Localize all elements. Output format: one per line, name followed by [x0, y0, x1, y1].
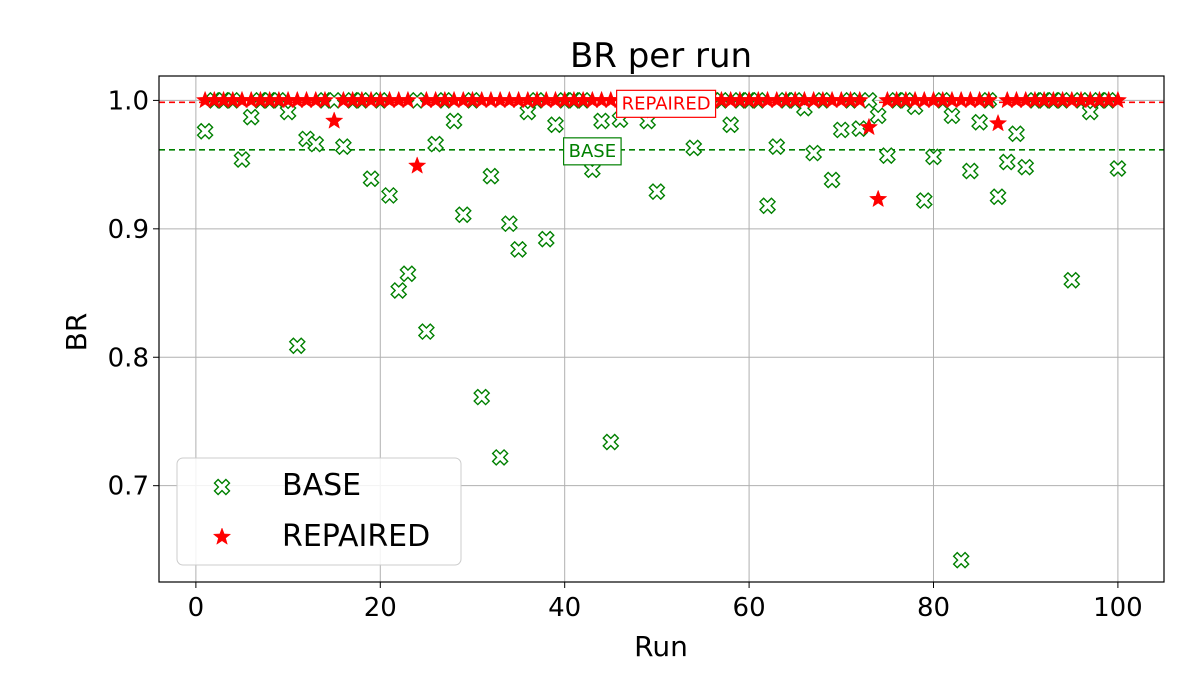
y-axis-title: BR [60, 313, 93, 352]
base-point [583, 161, 601, 179]
base-point [1081, 103, 1099, 121]
repaired-point [979, 90, 999, 109]
base-point [952, 551, 970, 569]
base-point [196, 122, 214, 140]
base-point [648, 183, 666, 201]
reference-label-text: BASE [569, 141, 616, 162]
legend-marker-base-shape [213, 478, 231, 496]
base-point [491, 448, 509, 466]
legend-box [176, 457, 462, 566]
reference-label-base: BASE [563, 137, 622, 166]
base-point [519, 103, 537, 121]
x-tick-label: 80 [917, 593, 950, 623]
x-axis-title: Run [634, 630, 688, 663]
data-marks [195, 90, 1128, 569]
base-point [943, 107, 961, 125]
base-point [454, 206, 472, 224]
y-tick-label: 0.8 [108, 343, 149, 373]
reference-label-box [563, 137, 622, 166]
base-point [971, 113, 989, 131]
repaired-point [859, 117, 879, 136]
y-tick-label: 1.0 [108, 86, 149, 116]
base-point [546, 116, 564, 134]
base-point [989, 188, 1007, 206]
base-point [805, 144, 823, 162]
repaired-point [988, 113, 1008, 132]
repaired-point [850, 90, 869, 109]
y-tick-label: 0.9 [108, 215, 149, 245]
legend-marker-repaired [212, 527, 232, 545]
base-point [878, 147, 896, 165]
base-point [1063, 271, 1081, 289]
reference-line-labels: REPAIRED BASE [563, 89, 717, 166]
base-point [593, 112, 611, 130]
repaired-point [407, 156, 427, 174]
legend-label-repaired: REPAIRED [282, 519, 430, 554]
base-point [381, 186, 398, 204]
reference-label-box [616, 89, 717, 118]
base-point [473, 388, 491, 406]
base-point [500, 215, 518, 233]
base-point [998, 153, 1016, 171]
base-point [722, 116, 740, 134]
base-point [602, 433, 620, 451]
base-point [1109, 159, 1127, 177]
base-point [1017, 158, 1035, 176]
base-point [334, 138, 352, 156]
base-point [279, 103, 297, 121]
base-point [233, 150, 251, 168]
base-point [961, 162, 979, 180]
base-point [832, 121, 850, 139]
repaired-point [868, 189, 888, 208]
base-point [768, 138, 786, 156]
base-point [510, 240, 528, 258]
plot-frame [158, 75, 1165, 583]
base-point [390, 281, 408, 299]
base-point [427, 135, 445, 153]
legend-marker-repaired-shape [212, 527, 232, 545]
base-point [399, 265, 417, 283]
legend: BASE REPAIRED [176, 457, 462, 566]
x-tick-label: 0 [188, 593, 205, 623]
x-tick-label: 100 [1093, 593, 1143, 623]
base-point [823, 171, 841, 189]
base-point [869, 107, 887, 125]
y-tick-label: 0.7 [108, 472, 149, 502]
repaired-point [315, 90, 335, 109]
base-point [307, 135, 325, 153]
reference-label-repaired: REPAIRED [616, 89, 717, 118]
repaired-point [1108, 90, 1128, 109]
base-point [417, 323, 435, 341]
x-tick-label: 20 [364, 593, 397, 623]
base-point [685, 139, 703, 157]
axis-ticks: 0 20 40 60 80 100 0.7 0.8 0.9 1.0 [108, 86, 1143, 623]
base-point [362, 170, 380, 188]
base-point [925, 148, 942, 166]
legend-label-base: BASE [282, 468, 361, 503]
base-point [915, 192, 933, 210]
legend-marker-base [213, 478, 231, 496]
base-point [445, 112, 463, 130]
x-tick-label: 60 [733, 593, 766, 623]
chart-title: BR per run [570, 36, 752, 76]
base-point [242, 108, 260, 126]
x-tick-label: 40 [548, 593, 581, 623]
repaired-point [324, 111, 344, 129]
base-point [482, 167, 500, 185]
base-point [759, 197, 777, 215]
repaired-point [398, 90, 418, 109]
base-point [1007, 125, 1025, 143]
reference-label-text: REPAIRED [622, 93, 711, 114]
base-point [537, 230, 555, 248]
base-point [288, 337, 306, 355]
